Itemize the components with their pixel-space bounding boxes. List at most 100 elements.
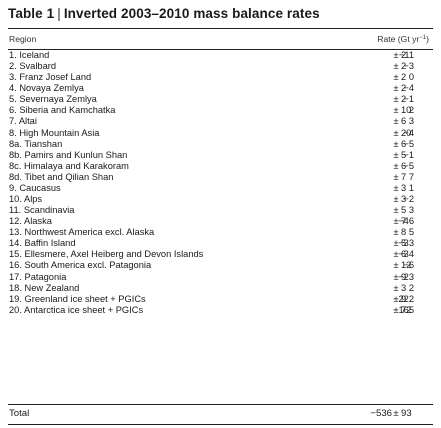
plus-minus-symbol: ± <box>393 149 399 160</box>
plus-minus-symbol: ± <box>393 171 399 182</box>
plus-minus-symbol: ± <box>393 194 399 205</box>
table-row: 9. Caucasus 1 ±3 <box>0 183 441 194</box>
title-separator: | <box>57 6 61 21</box>
region-cell: 13. Northwest America excl. Alaska <box>9 227 155 238</box>
region-cell: 7. Altai <box>9 116 37 127</box>
plus-minus-symbol: ± <box>393 227 399 238</box>
table-row: 8b. Pamirs and Kunlun Shan −1 ±5 <box>0 150 441 161</box>
table-row: 18. New Zealand 2 ±3 <box>0 283 441 294</box>
rate-cell: −34 <box>398 249 414 260</box>
plus-minus-symbol: ± <box>393 293 399 304</box>
plus-minus-symbol: ± <box>393 72 399 83</box>
error-cell: 6 <box>401 116 407 127</box>
table-row: 8a. Tianshan −5 ±6 <box>0 139 441 150</box>
rate-cell: −4 <box>403 83 414 94</box>
error-cell: 20 <box>401 127 412 138</box>
error-cell: 3 <box>401 182 407 193</box>
table-body: 1. Iceland −11 ±2 2. Svalbard −3 ±2 3. Franz J… <box>0 50 441 316</box>
total-label: Total <box>9 408 30 419</box>
error-cell: 9 <box>401 271 407 282</box>
plus-minus-symbol: ± <box>393 83 399 94</box>
table-row: 16. South America excl. Patagonia −6 ±12 <box>0 260 441 271</box>
rate-cell: −5 <box>403 138 414 149</box>
rate-cell: −33 <box>398 238 414 249</box>
rate-cell: 7 <box>408 171 414 182</box>
error-cell: 10 <box>401 105 412 116</box>
table-row: 7. Altai 3 ±6 <box>0 116 441 127</box>
table-row: 4. Novaya Zemlya −4 ±2 <box>0 83 441 94</box>
error-cell: 6 <box>401 249 407 260</box>
rate-cell: 2 <box>408 282 414 293</box>
bottom-rule <box>8 424 433 425</box>
error-cell: 9 <box>401 293 407 304</box>
rate-cell: −165 <box>393 304 414 315</box>
table-row: 8c. Himalaya and Karakoram −5 ±6 <box>0 161 441 172</box>
column-header-region: Region <box>9 34 37 44</box>
rate-cell: −46 <box>398 216 414 227</box>
table-row: 2. Svalbard −3 ±2 <box>0 61 441 72</box>
total-rule <box>8 404 433 405</box>
top-rule <box>8 28 433 29</box>
rate-cell: 5 <box>408 227 414 238</box>
total-rate: −536 <box>370 408 392 419</box>
region-cell: 15. Ellesmere, Axel Heiberg and Devon Is… <box>9 249 204 260</box>
error-cell: 7 <box>401 171 407 182</box>
table-row: 14. Baffin Island −33 ±5 <box>0 238 441 249</box>
rate-header-close: ) <box>426 34 429 44</box>
plus-minus-symbol: ± <box>393 282 399 293</box>
region-cell: 6. Siberia and Kamchatka <box>9 105 116 116</box>
rate-cell: 3 <box>408 116 414 127</box>
table-row: 8. High Mountain Asia −4 ±20 <box>0 128 441 139</box>
region-cell: 14. Baffin Island <box>9 238 76 249</box>
table-row: 8d. Tibet and Qilian Shan 7 ±7 <box>0 172 441 183</box>
error-cell: 6 <box>401 138 407 149</box>
error-cell: 2 <box>401 50 407 60</box>
region-cell: 17. Patagonia <box>9 271 67 282</box>
rate-cell: −23 <box>398 271 414 282</box>
table-row: 6. Siberia and Kamchatka 2 ±10 <box>0 105 441 116</box>
table-row: 17. Patagonia −23 ±9 <box>0 272 441 283</box>
error-cell: 3 <box>401 194 407 205</box>
table-row: 10. Alps −2 ±3 <box>0 194 441 205</box>
plus-minus-symbol: ± <box>393 138 399 149</box>
table-row: 13. Northwest America excl. Alaska 5 ±8 <box>0 227 441 238</box>
error-cell: 2 <box>401 94 407 105</box>
region-cell: 12. Alaska <box>9 216 52 227</box>
plus-minus-symbol: ± <box>393 304 399 315</box>
plus-minus-symbol: ± <box>393 94 399 105</box>
rate-cell: −2 <box>403 194 414 205</box>
error-cell: 7 <box>401 216 407 227</box>
region-cell: 16. South America excl. Patagonia <box>9 260 152 271</box>
table-row: 11. Scandinavia 3 ±5 <box>0 205 441 216</box>
error-cell: 6 <box>401 160 407 171</box>
total-error: 93 <box>401 408 412 419</box>
plus-minus-symbol: ± <box>393 182 399 193</box>
table-title: Table 1 | Inverted 2003–2010 mass balance … <box>8 6 320 21</box>
header-rule <box>8 49 433 50</box>
plus-minus-symbol: ± <box>393 127 399 138</box>
table-row: 12. Alaska −46 ±7 <box>0 216 441 227</box>
region-cell: 1. Iceland <box>9 50 50 60</box>
table-row: 5. Severnaya Zemlya −1 ±2 <box>0 94 441 105</box>
total-plus-minus: ± <box>393 408 399 419</box>
table-row: 1. Iceland −11 ±2 <box>0 50 441 61</box>
error-cell: 2 <box>401 83 407 94</box>
plus-minus-symbol: ± <box>393 50 399 60</box>
rate-header-exponent: −1 <box>419 35 427 41</box>
rate-cell: −4 <box>403 127 414 138</box>
rate-header-text: Rate (Gt yr <box>377 34 420 44</box>
region-cell: 8d. Tibet and Qilian Shan <box>9 171 114 182</box>
table-caption: Inverted 2003–2010 mass balance rates <box>63 6 320 21</box>
plus-minus-symbol: ± <box>393 271 399 282</box>
error-cell: 3 <box>401 282 407 293</box>
region-cell: 10. Alps <box>9 194 43 205</box>
plus-minus-symbol: ± <box>393 61 399 72</box>
rate-cell: 3 <box>408 205 414 216</box>
error-cell: 5 <box>401 238 407 249</box>
total-row: Total −536 ± 93 <box>0 407 441 421</box>
region-cell: 8b. Pamirs and Kunlun Shan <box>9 149 128 160</box>
rate-cell: −1 <box>403 149 414 160</box>
error-cell: 12 <box>401 260 412 271</box>
region-cell: 18. New Zealand <box>9 282 80 293</box>
plus-minus-symbol: ± <box>393 260 399 271</box>
